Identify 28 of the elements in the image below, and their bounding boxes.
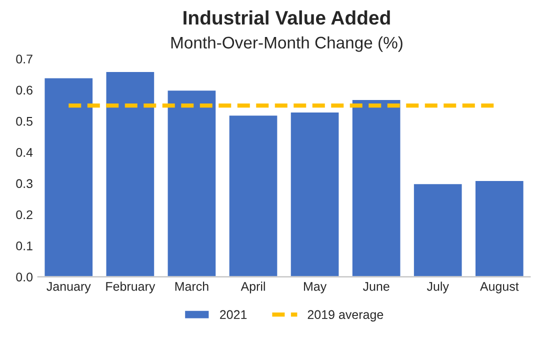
legend-label: 2019 average xyxy=(308,310,384,322)
x-tick-label: February xyxy=(106,282,156,294)
x-tick-label: April xyxy=(240,282,265,294)
y-tick-label: 0.4 xyxy=(16,148,33,157)
y-tick-label: 0.7 xyxy=(16,54,32,64)
bar xyxy=(43,76,94,277)
bar xyxy=(351,98,402,277)
bar xyxy=(228,114,279,277)
bar xyxy=(412,182,464,277)
y-tick-label: 0.5 xyxy=(16,116,32,126)
x-tick-label: March xyxy=(175,282,208,291)
chart-title: Industrial Value Added xyxy=(184,10,390,25)
y-tick-label: 0.2 xyxy=(16,210,32,220)
chart-subtitle: Month-Over-Month Change (%) xyxy=(171,36,402,52)
y-tick-label: 0.6 xyxy=(16,86,32,95)
bar xyxy=(104,70,156,277)
bar xyxy=(474,180,525,277)
x-tick-label: July xyxy=(426,282,449,294)
bar xyxy=(289,111,340,277)
y-tick-label: 0.1 xyxy=(16,241,32,250)
x-tick-label: June xyxy=(362,282,390,291)
x-tick-label: January xyxy=(46,282,91,294)
x-tick-label: August xyxy=(480,282,519,294)
x-tick-label: May xyxy=(304,282,327,294)
y-tick-label: 0.3 xyxy=(16,179,32,188)
bar xyxy=(166,89,218,277)
legend-label: 2021 xyxy=(220,310,247,320)
y-tick-label: 0.0 xyxy=(16,272,33,282)
